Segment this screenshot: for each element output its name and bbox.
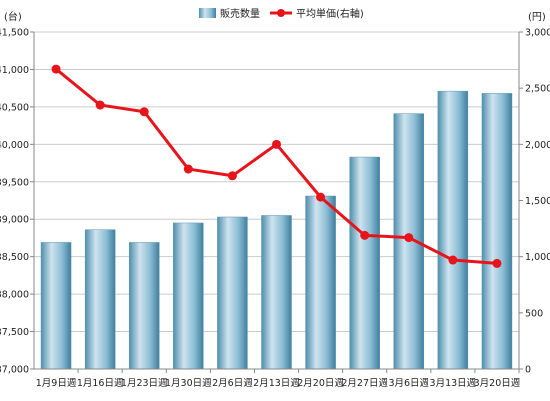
x-tick-label: 3月6日週: [388, 377, 429, 389]
x-tick-label: 2月13日週: [253, 377, 300, 389]
chart-legend: 販売数量 平均単価(右軸): [199, 7, 364, 20]
legend-label-quantity: 販売数量: [220, 7, 260, 20]
bar: [349, 156, 380, 370]
right-tick-label: 500: [525, 308, 543, 319]
left-tick-label: 38,500: [0, 252, 29, 263]
x-tick-label: 2月20日週: [297, 377, 344, 389]
left-tick-label: 39,000: [0, 215, 29, 226]
price-point: [404, 233, 414, 243]
right-tick-label: 3,000: [525, 28, 550, 39]
price-point: [139, 107, 149, 117]
left-tick-label: 41,500: [0, 28, 29, 39]
right-tick-label: 1,500: [525, 196, 550, 207]
left-tick-label: 39,500: [0, 177, 29, 188]
left-tick-label: 40,500: [0, 102, 29, 113]
price-point: [492, 258, 502, 268]
bar: [217, 216, 248, 370]
price-point: [316, 192, 326, 202]
x-tick-label: 1月9日週: [36, 377, 77, 389]
right-tick-label: 2,000: [525, 140, 550, 151]
legend-marker-line: [277, 9, 285, 17]
bar: [84, 229, 116, 370]
bar: [437, 90, 469, 370]
price-point: [448, 255, 458, 265]
left-tick-label: 37,000: [0, 365, 29, 376]
price-point: [360, 230, 370, 240]
price-point: [272, 139, 281, 149]
bar: [261, 215, 292, 370]
price-point: [51, 64, 61, 74]
left-tick-label: 37,500: [0, 327, 29, 338]
x-tick-label: 1月23日週: [121, 377, 168, 389]
x-tick-label: 1月16日週: [77, 377, 124, 389]
bar: [305, 195, 336, 370]
x-tick-label: 2月6日週: [212, 377, 253, 389]
left-axis-unit: (台): [4, 10, 22, 23]
right-tick-label: 0: [525, 365, 531, 376]
price-point: [227, 171, 237, 181]
legend-swatch-bar: [199, 8, 216, 18]
right-tick-label: 2,500: [525, 84, 550, 95]
legend-label-price: 平均単価(右軸): [296, 7, 364, 20]
line-series: [51, 64, 502, 268]
price-point: [95, 100, 105, 110]
x-tick-label: 2月27日週: [341, 377, 388, 389]
bar: [481, 93, 513, 370]
right-axis-unit: (円): [528, 12, 546, 23]
left-tick-label: 40,000: [0, 140, 29, 151]
bar-series: [40, 90, 513, 370]
x-tick-label: 3月20日週: [474, 377, 521, 389]
x-tick-label: 3月13日週: [430, 377, 477, 389]
price-point: [183, 164, 193, 174]
bar: [128, 242, 160, 370]
right-tick-label: 1,000: [525, 252, 550, 263]
chart-axes: [30, 31, 523, 373]
left-tick-label: 38,000: [0, 290, 29, 301]
chart-labels: 37,000 37,500 38,000 38,500 39,000 39,500 40,0…: [0, 10, 550, 389]
left-tick-label: 41,000: [0, 65, 29, 76]
bar: [173, 222, 204, 370]
x-tick-label: 1月30日週: [165, 377, 212, 389]
bar: [40, 242, 72, 370]
